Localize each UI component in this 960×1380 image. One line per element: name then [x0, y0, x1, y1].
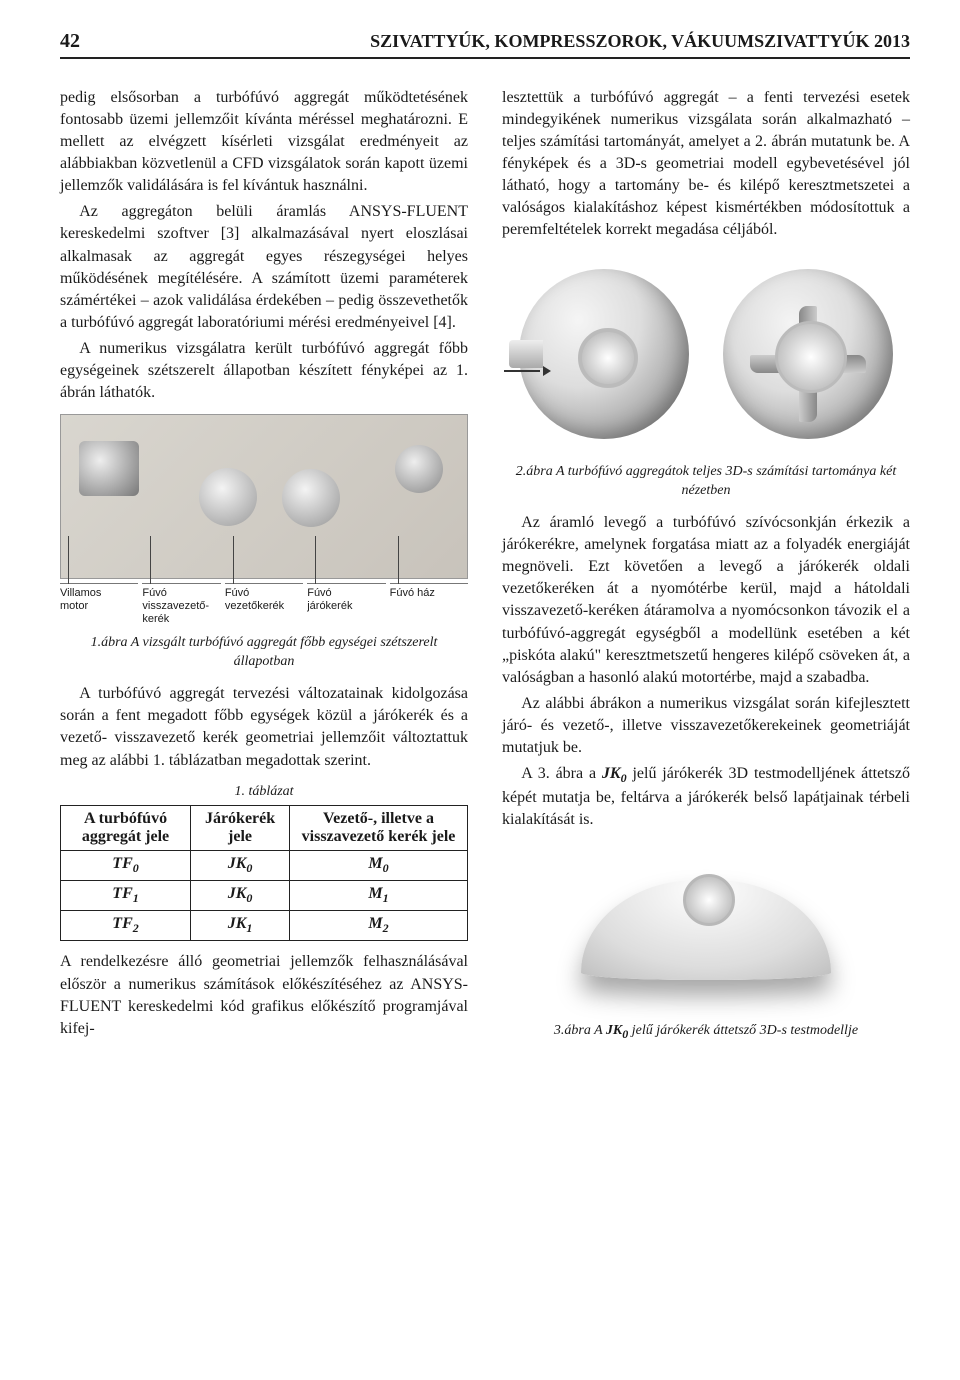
- table-row: TF0 JK0 M0: [61, 850, 468, 880]
- arrow-icon: [504, 366, 551, 376]
- table-cell: JK0: [191, 850, 290, 880]
- table-cell: TF1: [61, 881, 191, 911]
- para: A rendelkezésre álló geometriai jellemző…: [60, 951, 468, 1039]
- left-column: pedig elsősorban a turbófúvó aggregát mű…: [60, 87, 468, 1054]
- para: Az áramló levegő a turbófúvó szívócsonkj…: [502, 512, 910, 689]
- right-column: lesztettük a turbófúvó aggregát – a fent…: [502, 87, 910, 1054]
- figure-3-caption: 3.ábra A JK0 jelű járókerék áttetsző 3D-…: [502, 1021, 910, 1042]
- running-head: SZIVATTYÚK, KOMPRESSZOROK, VÁKUUMSZIVATT…: [370, 31, 910, 52]
- para: lesztettük a turbófúvó aggregát – a fent…: [502, 87, 910, 242]
- figure-2-left-view: [519, 269, 689, 439]
- figure-1-label: Fúvó ház: [390, 583, 468, 627]
- figure-1-labels: Villamosmotor Fúvóvisszavezető-kerék Fúv…: [60, 583, 468, 627]
- table-header: A turbófúvó aggregát jele: [61, 805, 191, 850]
- table-header: Járókerék jele: [191, 805, 290, 850]
- para: A 3. ábra a JK0 jelű járókerék 3D testmo…: [502, 763, 910, 831]
- figure-1-caption: 1.ábra A vizsgált turbófúvó aggregát főb…: [60, 633, 468, 672]
- table-cell: TF0: [61, 850, 191, 880]
- figure-1: Villamosmotor Fúvóvisszavezető-kerék Fúv…: [60, 414, 468, 627]
- para: Az aggregáton belüli áramlás ANSYS-FLUEN…: [60, 201, 468, 333]
- figure-1-label: Fúvóvisszavezető-kerék: [142, 583, 220, 627]
- table-cell: JK1: [191, 911, 290, 941]
- table-cell: JK0: [191, 881, 290, 911]
- table-row: A turbófúvó aggregát jele Járókerék jele…: [61, 805, 468, 850]
- page-header: 42 SZIVATTYÚK, KOMPRESSZOROK, VÁKUUMSZIV…: [60, 30, 910, 59]
- figure-1-label: Fúvóvezetőkerék: [225, 583, 303, 627]
- table-cell: M2: [290, 911, 468, 941]
- figure-2-caption: 2.ábra A turbófúvó aggregátok teljes 3D-…: [502, 462, 910, 501]
- table-1: A turbófúvó aggregát jele Járókerék jele…: [60, 805, 468, 942]
- table-header: Vezető-, illetve a visszavezető kerék je…: [290, 805, 468, 850]
- table-row: TF1 JK0 M1: [61, 881, 468, 911]
- table-1-caption: 1. táblázat: [60, 782, 468, 801]
- figure-1-image: [60, 414, 468, 579]
- page-number: 42: [60, 30, 80, 53]
- para: A turbófúvó aggregát tervezési változata…: [60, 683, 468, 771]
- figure-2: [502, 254, 910, 454]
- figure-3: [502, 845, 910, 1015]
- figure-1-label: Fúvójárókerék: [307, 583, 385, 627]
- para: A numerikus vizsgálatra került turbófúvó…: [60, 338, 468, 404]
- table-row: TF2 JK1 M2: [61, 911, 468, 941]
- table-cell: TF2: [61, 911, 191, 941]
- table-cell: M1: [290, 881, 468, 911]
- para: pedig elsősorban a turbófúvó aggregát mű…: [60, 87, 468, 197]
- figure-2-right-view: [723, 269, 893, 439]
- table-cell: M0: [290, 850, 468, 880]
- figure-3-image: [581, 880, 831, 980]
- para: Az alábbi ábrákon a numerikus vizsgálat …: [502, 693, 910, 759]
- figure-1-label: Villamosmotor: [60, 583, 138, 627]
